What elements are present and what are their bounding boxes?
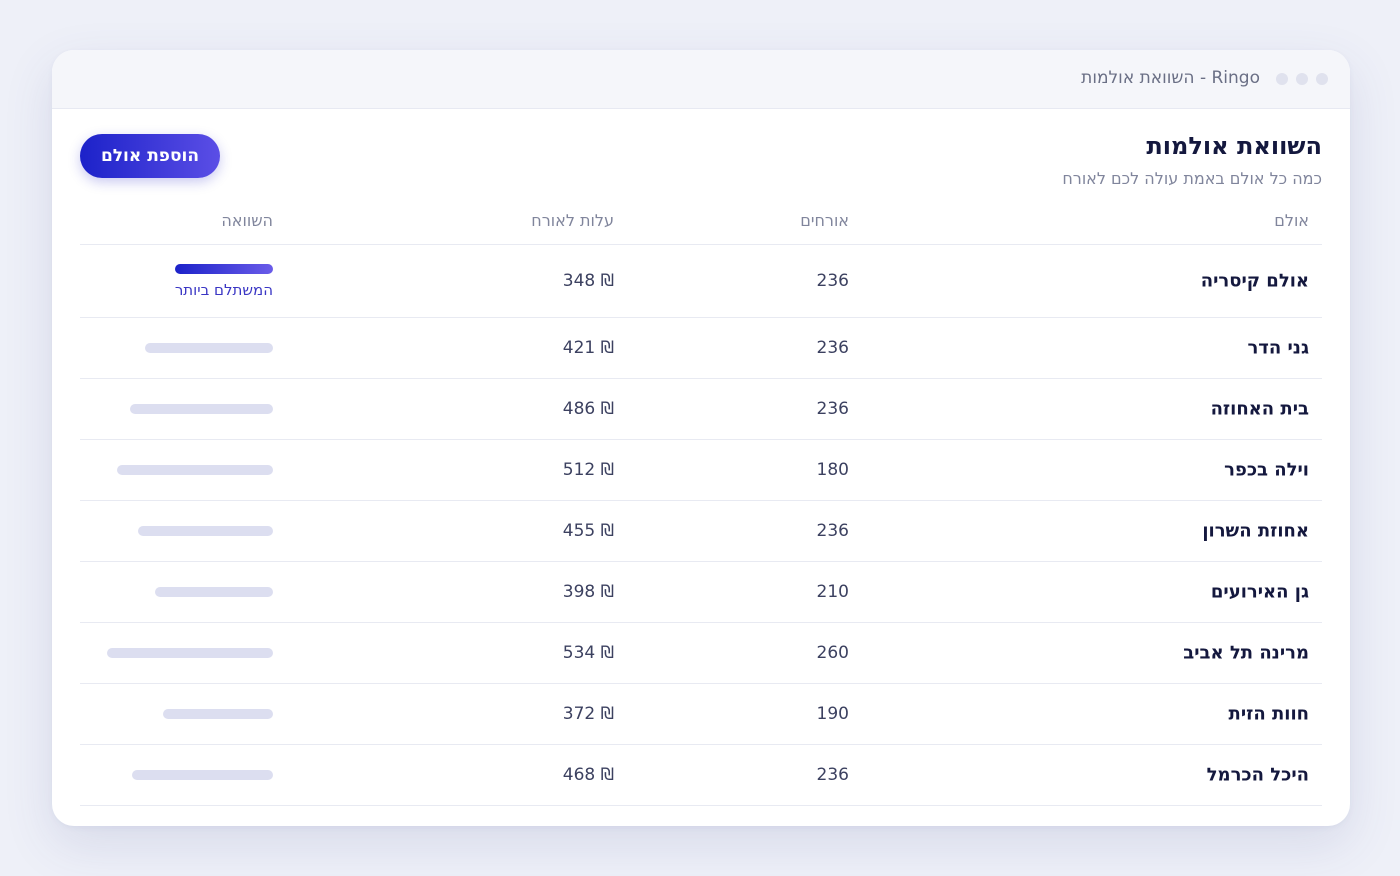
page-title: השוואת אולמות (1146, 132, 1322, 160)
title-bar: Ringo - השוואת אולמות (52, 50, 1350, 109)
cost-per-guest: ₪ 468 (562, 765, 614, 785)
cost-per-guest: ₪ 486 (562, 399, 614, 419)
app-window: Ringo - השוואת אולמות השוואת אולמות כמה … (52, 50, 1350, 826)
venue-name: היכל הכרמל (1206, 764, 1309, 786)
cost-per-guest: ₪ 372 (562, 704, 614, 724)
guest-count: 236 (816, 399, 849, 419)
venue-name: חוות הזית (1228, 703, 1309, 725)
cost-per-guest: ₪ 455 (562, 521, 614, 541)
column-header-cost-per-guest[interactable]: עלות לאורח (531, 211, 614, 230)
column-header-venue[interactable]: אולם (1274, 211, 1309, 230)
cost-per-guest: ₪ 421 (562, 338, 614, 358)
cost-per-guest: ₪ 348 (562, 271, 614, 291)
column-header-comparison[interactable]: השוואה (221, 211, 273, 230)
add-venue-button[interactable]: הוספת אולם (80, 134, 220, 178)
guest-count: 236 (816, 521, 849, 541)
comparison-bar (163, 709, 273, 719)
column-header-guests[interactable]: אורחים (800, 211, 849, 230)
comparison-bar (132, 770, 273, 780)
window-title: Ringo - השוואת אולמות (1081, 68, 1260, 88)
window-controls (1276, 73, 1328, 85)
venue-name: וילה בכפר (1224, 459, 1309, 481)
guest-count: 260 (816, 643, 849, 663)
comparison-bar (145, 343, 273, 353)
table-row[interactable]: מרינה תל אביב 260 ₪ 534 (80, 623, 1322, 684)
comparison-bar (155, 587, 273, 597)
guest-count: 236 (816, 338, 849, 358)
venue-name: גני הדר (1247, 337, 1309, 359)
best-value-label: המשתלם ביותר (174, 281, 273, 299)
cost-per-guest: ₪ 534 (562, 643, 614, 663)
page-subtitle: כמה כל אולם באמת עולה לכם לאורח (1062, 169, 1322, 188)
comparison-bar (117, 465, 273, 475)
cost-per-guest: ₪ 512 (562, 460, 614, 480)
table-row[interactable]: אולם קיסריה 236 ₪ 348 המשתלם ביותר (80, 245, 1322, 318)
venue-name: אחוזת השרון (1202, 520, 1309, 542)
comparison-bar-best (175, 264, 273, 274)
table-row[interactable]: חוות הזית 190 ₪ 372 (80, 684, 1322, 745)
guest-count: 190 (816, 704, 849, 724)
table-row[interactable]: היכל הכרמל 236 ₪ 468 (80, 745, 1322, 806)
guest-count: 236 (816, 765, 849, 785)
guest-count: 210 (816, 582, 849, 602)
table-header: אולם אורחים עלות לאורח השוואה (80, 198, 1322, 245)
venue-name: גן האירועים (1210, 581, 1309, 603)
venue-name: מרינה תל אביב (1183, 642, 1309, 664)
comparison-bar (138, 526, 273, 536)
table-row[interactable]: גני הדר 236 ₪ 421 (80, 318, 1322, 379)
table-row[interactable]: בית האחוזה 236 ₪ 486 (80, 379, 1322, 440)
table-row[interactable]: וילה בכפר 180 ₪ 512 (80, 440, 1322, 501)
table-row[interactable]: אחוזת השרון 236 ₪ 455 (80, 501, 1322, 562)
venues-table: אולם אורחים עלות לאורח השוואה אולם קיסרי… (80, 198, 1322, 806)
table-body: אולם קיסריה 236 ₪ 348 המשתלם ביותר גני הדר 23… (80, 245, 1322, 806)
venue-name: אולם קיסריה (1200, 270, 1309, 292)
window-control-dot[interactable] (1316, 73, 1328, 85)
window-control-dot[interactable] (1296, 73, 1308, 85)
venue-name: בית האחוזה (1210, 398, 1309, 420)
table-row[interactable]: גן האירועים 210 ₪ 398 (80, 562, 1322, 623)
comparison-bar (107, 648, 273, 658)
window-control-dot[interactable] (1276, 73, 1288, 85)
guest-count: 236 (816, 271, 849, 291)
guest-count: 180 (816, 460, 849, 480)
cost-per-guest: ₪ 398 (562, 582, 614, 602)
comparison-bar (130, 404, 273, 414)
